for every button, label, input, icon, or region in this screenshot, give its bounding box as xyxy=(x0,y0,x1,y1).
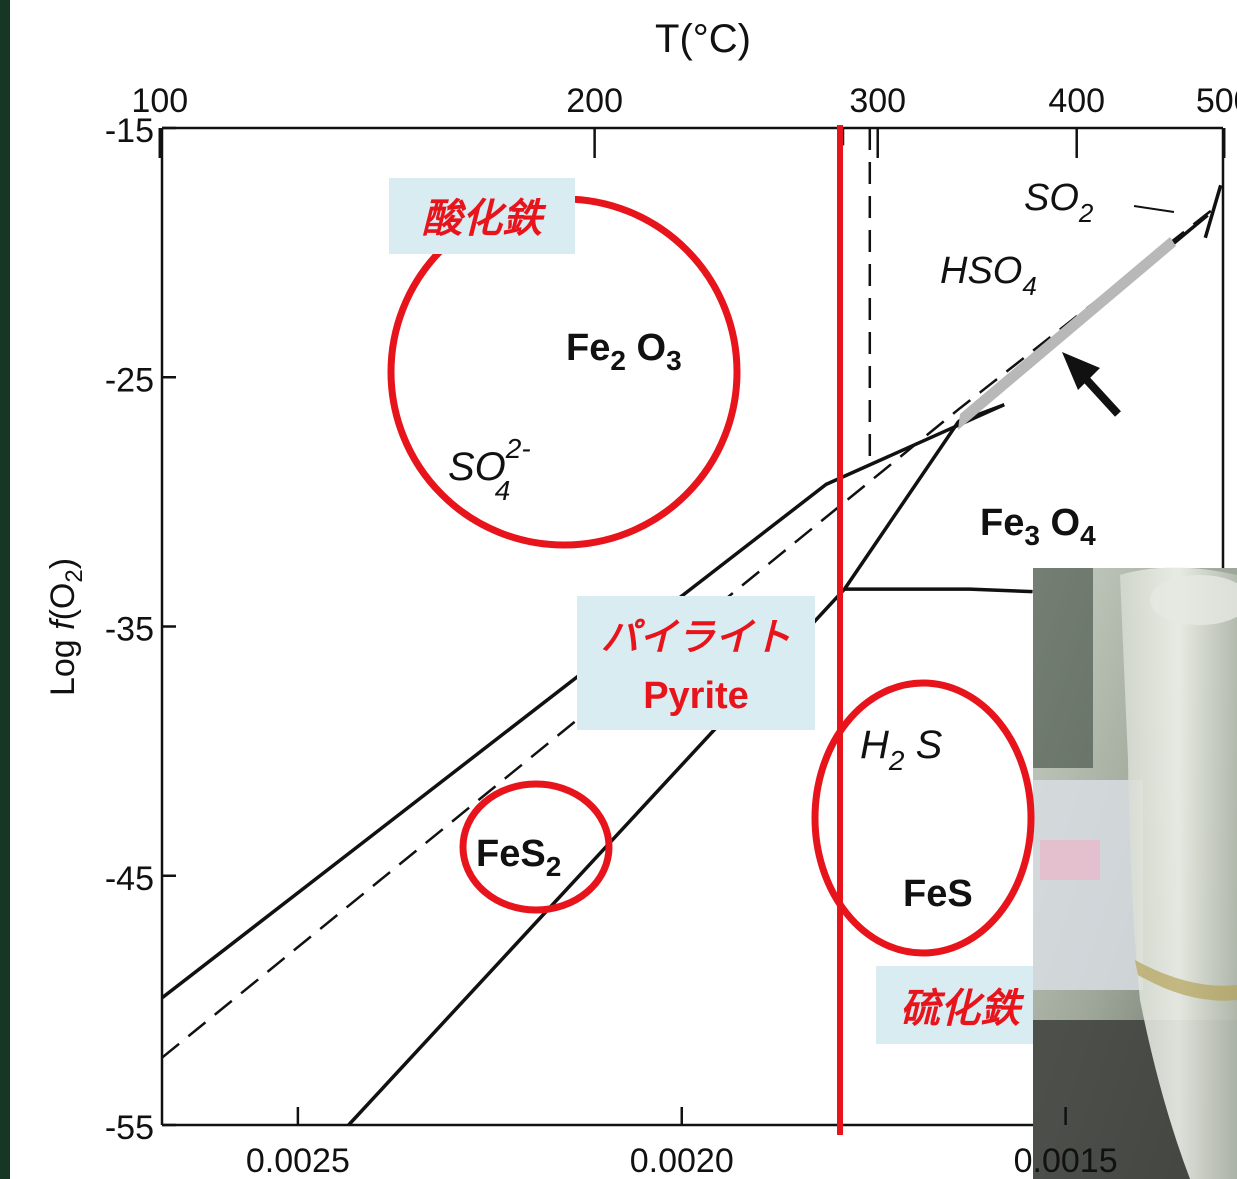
boundary-line-2 xyxy=(347,587,1033,1127)
x-tick-label: 0.0025 xyxy=(246,1142,350,1179)
svg-text:パイライト: パイライト xyxy=(601,617,791,659)
y-axis-title: Log f(O2) xyxy=(44,558,88,696)
annotation-iron-sulfide: 硫化鉄 xyxy=(876,966,1033,1044)
y-tick-label: -45 xyxy=(105,860,154,898)
label-fe2o3: Fe2 O3 xyxy=(566,327,682,376)
y-tick-label: -25 xyxy=(105,361,154,399)
svg-text:酸化鉄: 酸化鉄 xyxy=(422,197,547,241)
y-tick-label: -15 xyxy=(105,112,154,150)
top-tick-label: 300 xyxy=(849,82,906,120)
top-tick-label: 200 xyxy=(566,82,623,120)
label-h2s: H2 S xyxy=(860,723,943,776)
circle-iron-sulfide xyxy=(811,679,1035,957)
arrow-icon xyxy=(1062,352,1121,417)
boundary-line-1 xyxy=(160,403,1005,1000)
svg-text:硫化鉄: 硫化鉄 xyxy=(900,987,1025,1031)
boundary-line-5 xyxy=(1203,184,1223,239)
top-tick-label: 100 xyxy=(131,82,188,120)
y-tick-label: -55 xyxy=(105,1109,154,1147)
top-axis-title: T(°C) xyxy=(655,17,751,61)
axis-ticks: -15 -25 -35 -45 -55 0.0025 0.0020 0.0015 100 200 3… xyxy=(105,82,1237,1179)
top-tick-label: 500 xyxy=(1196,82,1237,120)
x-tick-label: 0.0020 xyxy=(630,1142,734,1179)
annotation-iron-oxide: 酸化鉄 xyxy=(389,178,575,254)
so2-leader xyxy=(1133,205,1175,213)
phase-diagram: -15 -25 -35 -45 -55 0.0025 0.0020 0.0015 100 200 3… xyxy=(44,17,1237,1179)
circle-pyrite xyxy=(459,780,613,914)
annotation-pyrite: パイライト Pyrite xyxy=(577,596,815,730)
shaded-band xyxy=(958,237,1176,430)
beaker-photo xyxy=(1033,567,1237,1179)
label-so2: SO2 xyxy=(1024,177,1094,228)
top-tick-label: 400 xyxy=(1048,82,1105,120)
boundary-line-3 xyxy=(843,403,1005,591)
label-sulfate: SO2-4 xyxy=(448,433,531,506)
x-tick-label: 0.0015 xyxy=(1014,1142,1118,1179)
phase-boundaries xyxy=(160,128,1223,1127)
label-fes: FeS xyxy=(903,873,973,915)
y-tick-label: -35 xyxy=(105,611,154,649)
label-fes2: FeS2 xyxy=(476,833,561,882)
svg-text:Pyrite: Pyrite xyxy=(643,675,749,717)
label-fe3o4: Fe3 O4 xyxy=(980,502,1096,551)
label-hso4: HSO4 xyxy=(940,250,1037,301)
slide: -15 -25 -35 -45 -55 0.0025 0.0020 0.0015 100 200 3… xyxy=(10,0,1237,1179)
